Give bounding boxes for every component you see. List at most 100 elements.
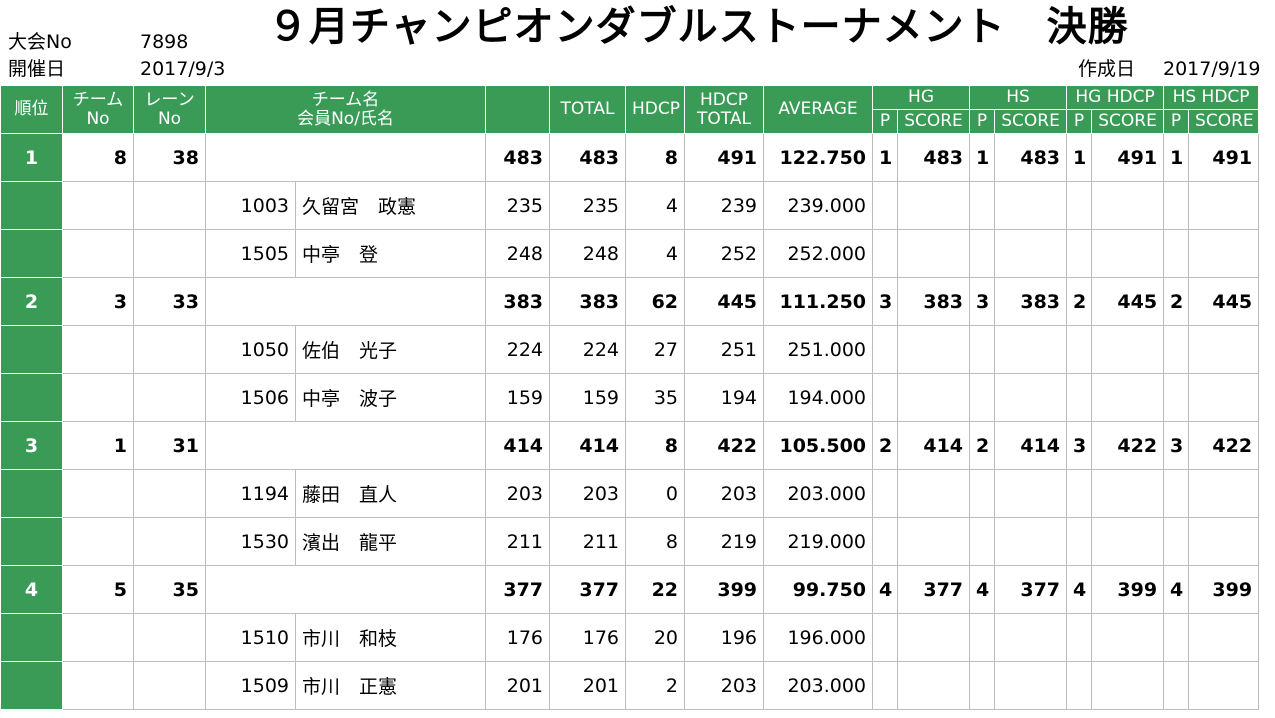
empty-cell xyxy=(994,469,1068,518)
hdcp-cell: 35 xyxy=(625,373,686,422)
created-label: 作成日 xyxy=(1078,58,1136,80)
hdcp-cell: 4 xyxy=(625,181,686,230)
member-row: 1530 濱出 龍平 211 211 8 219 219.000 xyxy=(0,517,1260,566)
hg-hdcp-score-cell: 422 xyxy=(1091,421,1165,470)
page-title: ９月チャンピオンダブルストーナメント 決勝 xyxy=(268,4,1129,50)
empty-cell xyxy=(872,613,899,662)
rank-cell: 1 xyxy=(0,133,63,182)
empty-cell xyxy=(969,181,996,230)
header-hs: HS xyxy=(969,85,1068,110)
hs-score-cell: 483 xyxy=(994,133,1068,182)
empty-cell xyxy=(1091,613,1165,662)
empty-cell xyxy=(1163,517,1190,566)
empty-cell xyxy=(1066,613,1093,662)
empty-cell xyxy=(1091,181,1165,230)
hg-hdcp-p-cell: 4 xyxy=(1066,565,1093,614)
member-row: 1194 藤田 直人 203 203 0 203 203.000 xyxy=(0,469,1260,518)
average-cell: 196.000 xyxy=(763,613,874,662)
hdcp-cell: 27 xyxy=(625,325,686,374)
hg-hdcp-p-cell: 2 xyxy=(1066,277,1093,326)
empty-cell xyxy=(1066,373,1093,422)
header-games xyxy=(485,85,551,134)
team-no-cell: 3 xyxy=(62,277,134,326)
average-cell: 122.750 xyxy=(763,133,874,182)
member-no-cell: 1509 xyxy=(205,661,296,710)
hdcp-cell: 22 xyxy=(625,565,686,614)
hs-hdcp-p-cell: 4 xyxy=(1163,565,1190,614)
total-cell: 235 xyxy=(549,181,627,230)
team-no-cell: 5 xyxy=(62,565,134,614)
hdcp-cell: 2 xyxy=(625,661,686,710)
header-hsh-score: SCORE xyxy=(1188,109,1260,134)
games-cell: 224 xyxy=(485,325,551,374)
lane-no-cell xyxy=(133,661,206,710)
team-no-cell xyxy=(62,469,134,518)
hg-hdcp-p-cell: 3 xyxy=(1066,421,1093,470)
rank-cell xyxy=(0,469,63,518)
rank-cell xyxy=(0,181,63,230)
empty-cell xyxy=(994,661,1068,710)
empty-cell xyxy=(1188,469,1260,518)
empty-cell xyxy=(872,517,899,566)
games-cell: 176 xyxy=(485,613,551,662)
hg-p-cell: 4 xyxy=(872,565,899,614)
empty-cell xyxy=(1163,373,1190,422)
team-row: 4 5 35 377 377 22 399 99.750 4 377 4 377 4 399 4 399 xyxy=(0,565,1260,614)
rank-cell xyxy=(0,661,63,710)
hg-score-cell: 414 xyxy=(897,421,971,470)
total-cell: 248 xyxy=(549,229,627,278)
games-cell: 211 xyxy=(485,517,551,566)
empty-cell xyxy=(1066,469,1093,518)
games-cell: 203 xyxy=(485,469,551,518)
empty-cell xyxy=(994,325,1068,374)
member-name-cell: 久留宮 政憲 xyxy=(294,181,487,230)
total-cell: 377 xyxy=(549,565,627,614)
empty-cell xyxy=(1188,229,1260,278)
header-hdcp-total: HDCP TOTAL xyxy=(684,85,765,134)
hg-hdcp-score-cell: 399 xyxy=(1091,565,1165,614)
header-hg-p: P xyxy=(872,109,899,134)
hs-score-cell: 414 xyxy=(994,421,1068,470)
empty-cell xyxy=(1188,661,1260,710)
team-no-cell xyxy=(62,517,134,566)
date-label: 開催日 xyxy=(8,58,66,80)
empty-cell xyxy=(1188,181,1260,230)
hg-p-cell: 2 xyxy=(872,421,899,470)
member-row: 1003 久留宮 政憲 235 235 4 239 239.000 xyxy=(0,181,1260,230)
total-cell: 201 xyxy=(549,661,627,710)
empty-cell xyxy=(1188,613,1260,662)
empty-cell xyxy=(994,613,1068,662)
hs-p-cell: 2 xyxy=(969,421,996,470)
hg-p-cell: 3 xyxy=(872,277,899,326)
team-no-cell xyxy=(62,661,134,710)
hs-score-cell: 383 xyxy=(994,277,1068,326)
empty-cell xyxy=(897,181,971,230)
rank-cell xyxy=(0,325,63,374)
member-row: 1505 中亭 登 248 248 4 252 252.000 xyxy=(0,229,1260,278)
hs-p-cell: 3 xyxy=(969,277,996,326)
member-name-cell: 市川 正憲 xyxy=(294,661,487,710)
games-cell: 383 xyxy=(485,277,551,326)
lane-no-cell xyxy=(133,229,206,278)
empty-cell xyxy=(1066,661,1093,710)
team-row: 3 1 31 414 414 8 422 105.500 2 414 2 414 3 422 3 422 xyxy=(0,421,1260,470)
header-hdcp: HDCP xyxy=(625,85,686,134)
total-cell: 159 xyxy=(549,373,627,422)
games-cell: 201 xyxy=(485,661,551,710)
total-cell: 203 xyxy=(549,469,627,518)
average-cell: 219.000 xyxy=(763,517,874,566)
hs-hdcp-score-cell: 491 xyxy=(1188,133,1260,182)
empty-cell xyxy=(1163,229,1190,278)
games-cell: 235 xyxy=(485,181,551,230)
team-no-cell: 1 xyxy=(62,421,134,470)
empty-cell xyxy=(1163,661,1190,710)
header-hg-score: SCORE xyxy=(897,109,971,134)
total-cell: 383 xyxy=(549,277,627,326)
header-lane-no: レーン No xyxy=(133,85,206,134)
hs-hdcp-score-cell: 422 xyxy=(1188,421,1260,470)
empty-cell xyxy=(1091,661,1165,710)
empty-cell xyxy=(872,469,899,518)
rank-cell: 2 xyxy=(0,277,63,326)
lane-no-cell: 33 xyxy=(133,277,206,326)
team-name-cell xyxy=(204,277,487,326)
